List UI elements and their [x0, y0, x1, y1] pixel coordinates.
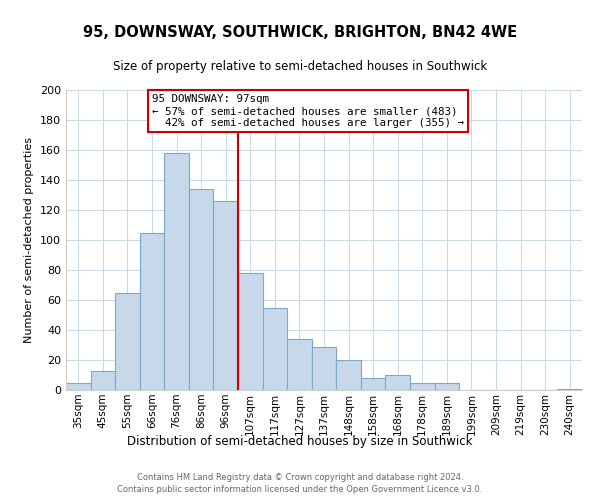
Bar: [164, 153, 189, 390]
Bar: [434, 382, 459, 390]
Y-axis label: Number of semi-detached properties: Number of semi-detached properties: [25, 137, 34, 343]
Text: 95 DOWNSWAY: 97sqm
← 57% of semi-detached houses are smaller (483)
  42% of semi: 95 DOWNSWAY: 97sqm ← 57% of semi-detache…: [152, 94, 464, 128]
Text: Size of property relative to semi-detached houses in Southwick: Size of property relative to semi-detach…: [113, 60, 487, 73]
Text: 95, DOWNSWAY, SOUTHWICK, BRIGHTON, BN42 4WE: 95, DOWNSWAY, SOUTHWICK, BRIGHTON, BN42 …: [83, 25, 517, 40]
Bar: [287, 339, 312, 390]
Bar: [263, 308, 287, 390]
Bar: [214, 201, 238, 390]
Bar: [238, 273, 263, 390]
Bar: [66, 382, 91, 390]
Bar: [336, 360, 361, 390]
Bar: [557, 388, 582, 390]
Bar: [91, 370, 115, 390]
Text: Contains public sector information licensed under the Open Government Licence v3: Contains public sector information licen…: [118, 485, 482, 494]
Bar: [385, 375, 410, 390]
Bar: [361, 378, 385, 390]
Bar: [189, 189, 214, 390]
Bar: [115, 292, 140, 390]
Text: Distribution of semi-detached houses by size in Southwick: Distribution of semi-detached houses by …: [127, 435, 473, 448]
Bar: [410, 382, 434, 390]
Bar: [312, 346, 336, 390]
Text: Contains HM Land Registry data © Crown copyright and database right 2024.: Contains HM Land Registry data © Crown c…: [137, 472, 463, 482]
Bar: [140, 232, 164, 390]
